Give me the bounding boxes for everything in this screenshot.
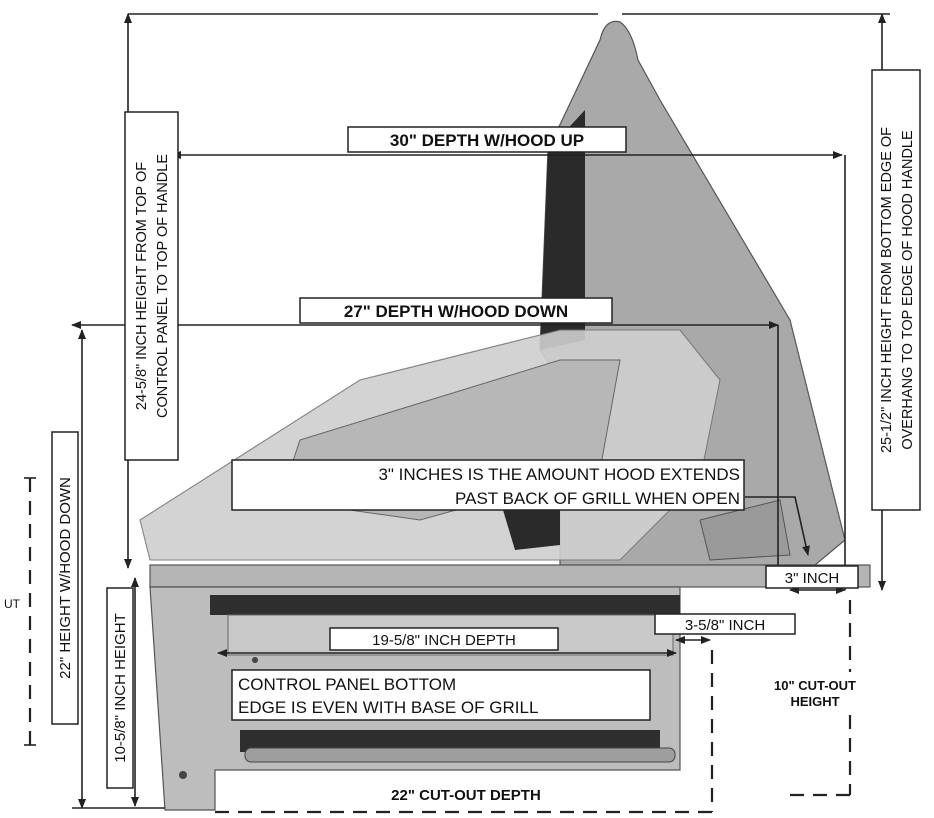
depth-19-5-8-text: 19-5/8" INCH DEPTH (372, 632, 516, 649)
height-10-5-8-label: 10-5/8" INCH HEIGHT (106, 587, 134, 789)
left-edge-fragment-text: UT (4, 597, 21, 611)
depth-hood-up-text: 30" DEPTH W/HOOD UP (390, 131, 584, 150)
height-hood-down-label: 22" HEIGHT W/HOOD DOWN (51, 431, 79, 725)
hood-extends-leader (745, 496, 810, 556)
cutout-height-text-1: 10" CUT-OUT (774, 678, 856, 693)
right-height-text-1: 25-1/2" INCH HEIGHT FROM BOTTOM EDGE OF (879, 127, 895, 453)
control-panel-label: CONTROL PANEL BOTTOM EDGE IS EVEN WITH B… (231, 669, 651, 721)
control-panel-text-2: EDGE IS EVEN WITH BASE OF GRILL (238, 698, 538, 717)
three-5-8-text: 3-5/8" INCH (685, 617, 765, 634)
right-height-label: 25-1/2" INCH HEIGHT FROM BOTTOM EDGE OF … (871, 69, 921, 511)
hood-extends-label: 3" INCHES IS THE AMOUNT HOOD EXTENDS PAS… (231, 459, 745, 511)
grill-top-deck (149, 564, 871, 588)
screw-head (252, 657, 258, 663)
screw-head (179, 771, 187, 779)
dimension-lines (24, 13, 890, 814)
grease-tray-slot (210, 595, 680, 615)
height-24-5-8-text-2: CONTROL PANEL TO TOP OF HANDLE (155, 154, 171, 418)
rear-bracket (699, 499, 791, 561)
three-inch-text: 3" INCH (785, 570, 840, 587)
height-24-5-8-label: 24-5/8" INCH HEIGHT FROM TOP OF CONTROL … (124, 111, 179, 461)
burner-channel (240, 730, 660, 752)
height-24-5-8-text-1: 24-5/8" INCH HEIGHT FROM TOP OF (134, 162, 150, 410)
cutout-height-text-2: HEIGHT (790, 694, 839, 709)
cutout-depth-label: 22" CUT-OUT DEPTH (335, 782, 597, 804)
cutout-height-label: 10" CUT-OUT HEIGHT (750, 672, 880, 710)
depth-hood-down-label: 27" DEPTH W/HOOD DOWN (299, 297, 613, 324)
control-panel-text-1: CONTROL PANEL BOTTOM (238, 675, 456, 694)
hood-inner-shadow (540, 110, 585, 350)
three-5-8-label: 3-5/8" INCH (654, 613, 796, 635)
hood-extends-text-1: 3" INCHES IS THE AMOUNT HOOD EXTENDS (378, 465, 740, 484)
right-height-text-2: OVERHANG TO TOP EDGE OF HOOD HANDLE (900, 130, 916, 450)
burner-tube (244, 747, 676, 763)
depth-hood-down-text: 27" DEPTH W/HOOD DOWN (344, 302, 568, 321)
cutout-depth-text: 22" CUT-OUT DEPTH (391, 787, 541, 804)
height-10-5-8-text: 10-5/8" INCH HEIGHT (112, 613, 129, 763)
depth-hood-up-label: 30" DEPTH W/HOOD UP (347, 126, 627, 153)
height-hood-down-text: 22" HEIGHT W/HOOD DOWN (57, 477, 74, 679)
three-inch-label: 3" INCH (765, 565, 859, 589)
depth-19-5-8-label: 19-5/8" INCH DEPTH (329, 627, 559, 651)
hood-extends-text-2: PAST BACK OF GRILL WHEN OPEN (455, 489, 740, 508)
